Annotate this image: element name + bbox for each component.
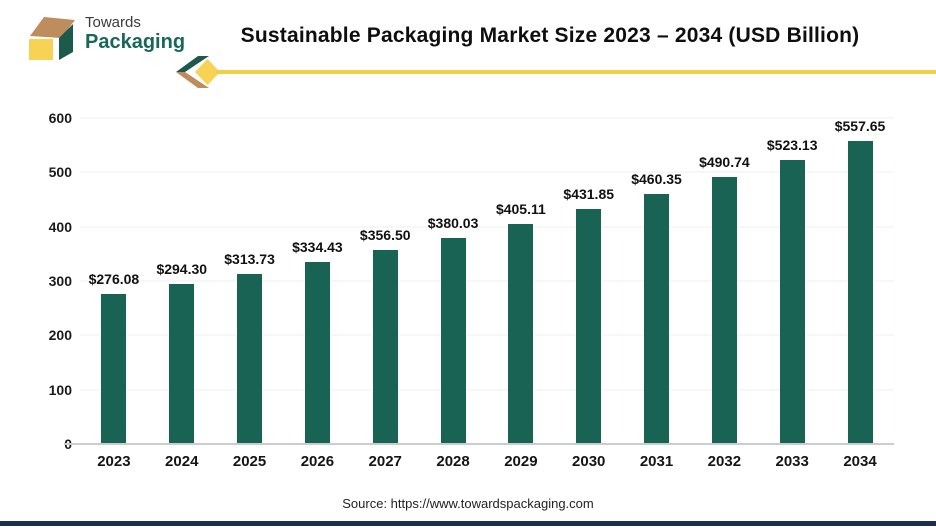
- bar-value-label: $523.13: [766, 136, 818, 153]
- bar-value-label: $460.35: [631, 170, 682, 187]
- y-axis: 0100200300400500600: [18, 110, 72, 452]
- source-attribution: Source: https://www.towardspackaging.com: [342, 496, 594, 511]
- bar-column: $523.13: [758, 118, 826, 444]
- bar-value-label: $313.73: [224, 250, 275, 267]
- x-axis-baseline: [64, 443, 894, 445]
- y-tick-label: 100: [48, 381, 72, 398]
- bar-column: $460.35: [623, 118, 691, 444]
- x-tick-label: 2033: [775, 453, 809, 470]
- bar-column: $313.73: [216, 118, 284, 444]
- bar: [508, 223, 534, 444]
- bar-column: $334.43: [283, 118, 351, 444]
- gridline: [80, 280, 894, 282]
- bar: [779, 159, 805, 444]
- bar: [847, 141, 873, 444]
- bar-column: $356.50: [351, 118, 419, 444]
- x-tick-label: 2023: [97, 453, 131, 470]
- bar: [576, 209, 602, 444]
- bar: [644, 193, 670, 444]
- bar-value-label: $431.85: [563, 186, 615, 203]
- y-tick-label: 200: [48, 327, 72, 344]
- bar-column: $380.03: [419, 118, 487, 444]
- x-tick-label: 2029: [504, 453, 538, 470]
- bar: [237, 273, 263, 444]
- bar-column: $557.65: [826, 118, 894, 444]
- bar: [304, 262, 330, 444]
- bar-value-label: $380.03: [427, 214, 479, 231]
- gridline: [80, 226, 894, 228]
- x-tick-label: 2031: [639, 453, 674, 470]
- gridline: [80, 334, 894, 336]
- bar-value-label: $356.50: [359, 227, 411, 244]
- y-tick-label: 400: [48, 218, 72, 235]
- x-tick-label: 2025: [232, 453, 267, 470]
- x-tick-label: 2024: [165, 453, 199, 470]
- y-tick-label: 300: [48, 273, 72, 289]
- gridline: [80, 389, 894, 391]
- bar-value-label: $557.65: [834, 118, 886, 135]
- bar: [372, 250, 398, 444]
- bar-value-label: $294.30: [156, 261, 208, 278]
- bottom-navy-bar: [0, 521, 936, 526]
- bar: [169, 284, 195, 444]
- bar: [711, 177, 737, 444]
- plot-area: $276.08 $294.30 $313.73 $334.43 $356.50 $380.…: [80, 117, 894, 444]
- x-tick-label: 2034: [843, 453, 877, 470]
- gridline: [80, 117, 894, 119]
- x-tick-label: 2028: [436, 453, 470, 470]
- chart-title: Sustainable Packaging Market Size 2023 –…: [240, 24, 860, 47]
- bar-column: $490.74: [690, 118, 758, 444]
- bar-value-label: $405.11: [495, 200, 546, 217]
- bar-value-label: $490.74: [699, 154, 750, 171]
- bar-column: $294.30: [148, 118, 216, 444]
- cube-logo-icon: [26, 8, 76, 67]
- gridline: [80, 171, 894, 173]
- brand-name: Towards Packaging: [85, 8, 185, 54]
- chevron-diamond-icon: [176, 56, 224, 93]
- x-tick-label: 2027: [368, 453, 402, 470]
- accent-underline: [216, 70, 936, 74]
- bar-column: $405.11: [487, 118, 555, 444]
- bar-column: $431.85: [555, 118, 623, 444]
- brand-name-towards: Towards: [85, 14, 141, 31]
- brand-name-packaging: Packaging: [85, 31, 186, 54]
- bar-column: $276.08: [80, 118, 148, 444]
- y-tick-label: 500: [48, 164, 72, 181]
- x-tick-label: 2026: [300, 453, 335, 470]
- bar: [440, 237, 466, 444]
- y-tick-label: 600: [48, 110, 72, 126]
- bar-value-label: $276.08: [88, 271, 140, 287]
- brand-logo: Towards Packaging: [26, 8, 185, 67]
- x-tick-label: 2030: [572, 453, 606, 470]
- x-axis: 2023 2024 2025 2026 2027 2028 2029 2030 2031 2032…: [80, 453, 894, 470]
- bar-value-label: $334.43: [292, 239, 343, 256]
- bar: [101, 294, 127, 444]
- x-tick-label: 2032: [707, 453, 742, 470]
- bars: $276.08 $294.30 $313.73 $334.43 $356.50 $380.…: [80, 118, 894, 444]
